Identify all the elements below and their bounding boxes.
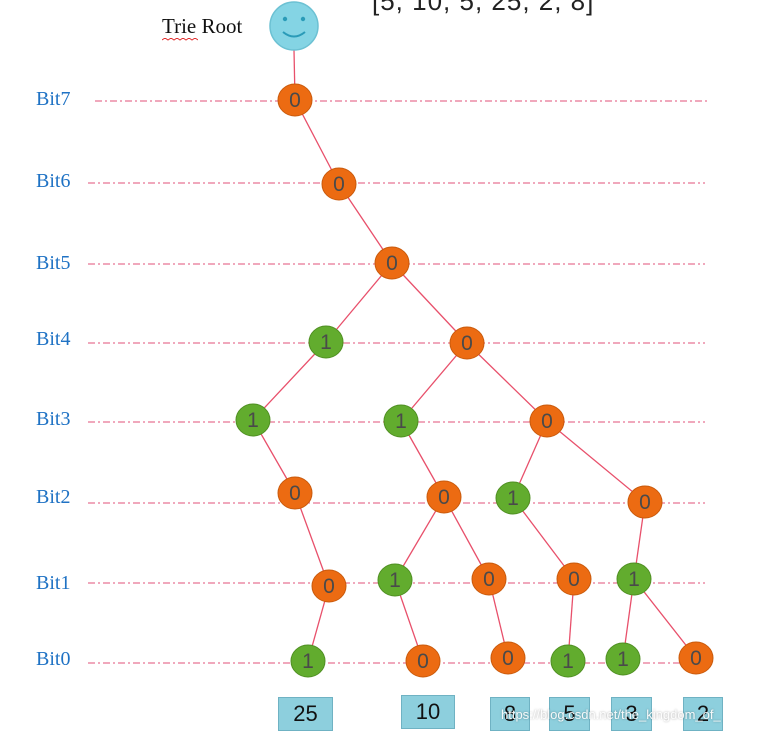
trie-node-one: 1 xyxy=(383,404,419,438)
trie-node-zero: 0 xyxy=(405,644,441,678)
trie-node-bit: 0 xyxy=(438,486,450,509)
trie-node-bit: 0 xyxy=(639,491,651,514)
trie-node-one: 1 xyxy=(616,562,652,596)
bit-label-3: Bit3 xyxy=(36,408,71,430)
bit-label-5: Bit5 xyxy=(36,252,71,274)
trie-edge xyxy=(466,342,548,422)
bit-label-6: Bit6 xyxy=(36,170,71,192)
trie-node-bit: 0 xyxy=(386,252,398,275)
trie-node-one: 1 xyxy=(605,642,641,676)
leaf-value-box: 3 xyxy=(611,697,652,731)
trie-node-one: 1 xyxy=(377,563,413,597)
bit-label-1: Bit1 xyxy=(36,572,71,594)
bit-level-lines xyxy=(88,100,710,664)
trie-node-bit: 0 xyxy=(541,410,553,433)
trie-node-zero: 0 xyxy=(471,562,507,596)
trie-edge xyxy=(400,342,468,422)
trie-node-zero: 0 xyxy=(374,246,410,280)
trie-node-zero: 0 xyxy=(678,641,714,675)
trie-node-zero: 0 xyxy=(556,562,592,596)
trie-node-bit: 1 xyxy=(617,648,629,671)
trie-nodes: 0 0 0 1 0 1 1 0 0 0 1 0 0 1 0 0 1 1 0 0 1 1 0 xyxy=(235,83,714,678)
trie-node-one: 1 xyxy=(495,481,531,515)
trie-node-one: 1 xyxy=(550,644,586,678)
trie-node-zero: 0 xyxy=(277,83,313,117)
trie-edge xyxy=(325,262,393,343)
leaf-value-box: 10 xyxy=(401,695,455,729)
trie-node-zero: 0 xyxy=(627,485,663,519)
trie-node-bit: 0 xyxy=(417,650,429,673)
trie-node-zero: 0 xyxy=(449,326,485,360)
trie-node-bit: 0 xyxy=(502,647,514,670)
trie-node-bit: 1 xyxy=(302,650,314,673)
bit-label-4: Bit4 xyxy=(36,328,71,350)
trie-node-bit: 0 xyxy=(690,647,702,670)
trie-edge xyxy=(546,420,646,503)
trie-node-bit: 0 xyxy=(483,568,495,591)
trie-node-one: 1 xyxy=(290,644,326,678)
spellcheck-underline xyxy=(162,38,198,41)
trie-node-zero: 0 xyxy=(321,167,357,201)
trie-node-bit: 0 xyxy=(323,575,335,598)
leaf-value-box: 25 xyxy=(278,697,333,731)
trie-node-bit: 1 xyxy=(389,569,401,592)
trie-node-bit: 1 xyxy=(628,568,640,591)
trie-node-one: 1 xyxy=(308,325,344,359)
trie-node-bit: 1 xyxy=(507,487,519,510)
array-header-text: [5, 10, 5, 25, 2, 8] xyxy=(372,0,595,16)
trie-node-bit: 0 xyxy=(333,173,345,196)
trie-node-bit: 1 xyxy=(395,410,407,433)
bit-label-7: Bit7 xyxy=(36,88,71,110)
trie-node-zero: 0 xyxy=(490,641,526,675)
trie-node-zero: 0 xyxy=(311,569,347,603)
trie-edge xyxy=(252,341,327,421)
trie-node-zero: 0 xyxy=(529,404,565,438)
leaf-value-box: 8 xyxy=(490,697,530,731)
trie-node-zero: 0 xyxy=(426,480,462,514)
trie-node-bit: 0 xyxy=(461,332,473,355)
trie-node-bit: 1 xyxy=(320,331,332,354)
bit-label-2: Bit2 xyxy=(36,486,71,508)
trie-root-label: Trie Root xyxy=(162,14,243,38)
trie-node-zero: 0 xyxy=(277,476,313,510)
trie-edge xyxy=(391,262,468,344)
trie-node-bit: 0 xyxy=(568,568,580,591)
leaf-value-box: 2 xyxy=(683,697,723,731)
trie-edge xyxy=(512,497,575,580)
leaf-value-box: 5 xyxy=(549,697,590,731)
smiley-face-icon xyxy=(269,1,319,51)
trie-node-bit: 0 xyxy=(289,482,301,505)
watermark-text: https://blog.csdn.net/the_kingdom_of_ xyxy=(501,707,721,722)
trie-node-one: 1 xyxy=(235,403,271,437)
bit-label-0: Bit0 xyxy=(36,648,71,670)
trie-node-bit: 0 xyxy=(289,89,301,112)
trie-node-bit: 1 xyxy=(562,650,574,673)
trie-node-bit: 1 xyxy=(247,409,259,432)
